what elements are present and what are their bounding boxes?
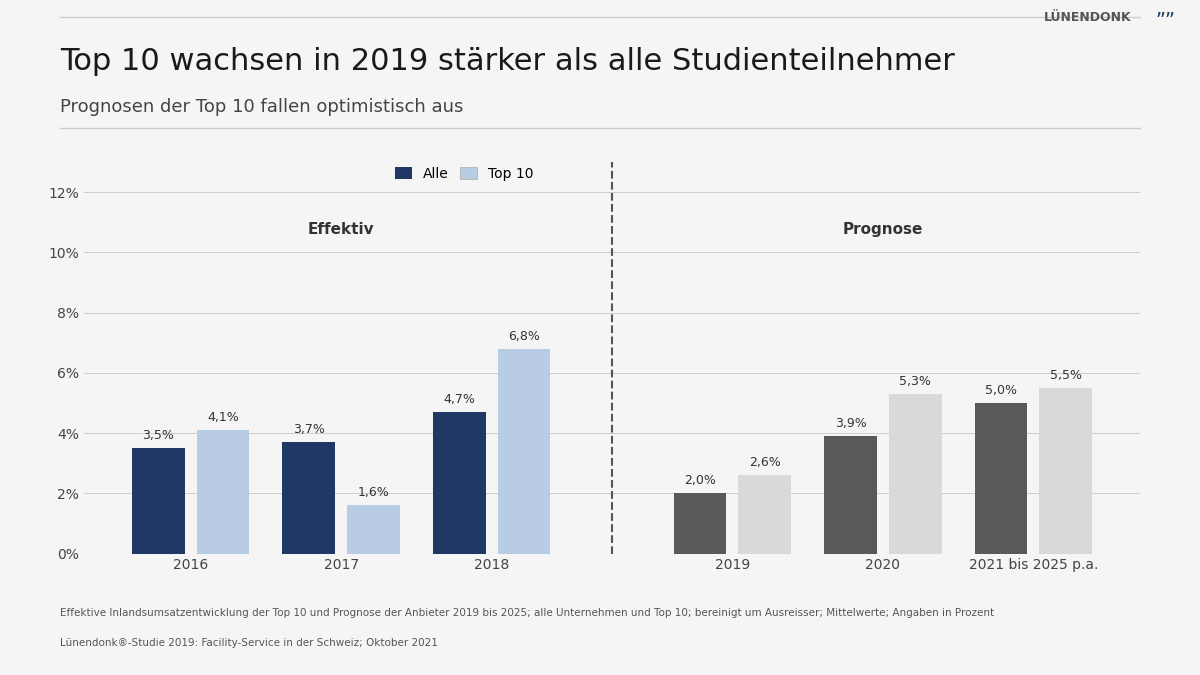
Text: 4,1%: 4,1% [208,411,239,424]
Text: Prognose: Prognose [842,222,923,238]
Text: ””: ”” [1156,11,1176,30]
Bar [282,442,335,554]
Bar [974,403,1027,554]
Text: LÜNENDONK: LÜNENDONK [1044,11,1132,24]
Text: Effektiv: Effektiv [308,222,374,238]
Text: Top 10 wachsen in 2019 stärker als alle Studienteilnehmer: Top 10 wachsen in 2019 stärker als alle … [60,47,955,76]
Text: 1,6%: 1,6% [358,486,389,500]
Bar [498,349,551,554]
Text: 5,3%: 5,3% [899,375,931,388]
Text: 3,5%: 3,5% [143,429,174,442]
Text: 4,7%: 4,7% [443,393,475,406]
Text: 5,5%: 5,5% [1050,369,1081,382]
Bar [738,475,791,554]
Text: 2,6%: 2,6% [749,456,781,469]
Text: 5,0%: 5,0% [985,384,1016,397]
Bar [889,394,942,554]
Text: 3,7%: 3,7% [293,423,325,436]
Text: Prognosen der Top 10 fallen optimistisch aus: Prognosen der Top 10 fallen optimistisch… [60,98,463,116]
Text: Effektive Inlandsumsatzentwicklung der Top 10 und Prognose der Anbieter 2019 bis: Effektive Inlandsumsatzentwicklung der T… [60,608,994,618]
Bar [132,448,185,554]
Text: 2,0%: 2,0% [684,475,716,487]
Bar [197,430,250,554]
Bar [824,436,877,554]
Bar [347,506,400,554]
Text: 6,8%: 6,8% [508,329,540,343]
Text: 3,9%: 3,9% [835,417,866,430]
Text: Lünendonk®‑Studie 2019: Facility-Service in der Schweiz; Oktober 2021: Lünendonk®‑Studie 2019: Facility-Service… [60,638,438,648]
Bar [673,493,726,554]
Bar [1039,388,1092,554]
Legend: Alle, Top 10: Alle, Top 10 [390,161,539,186]
Bar [433,412,486,554]
